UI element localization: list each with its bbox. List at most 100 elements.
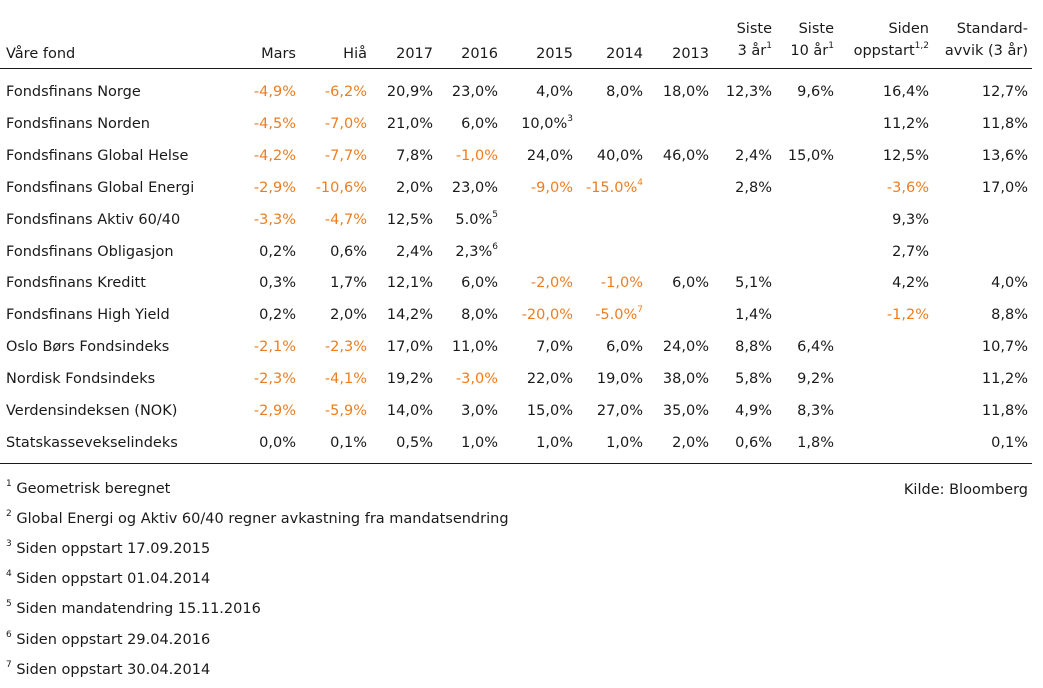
cell-s3: 1,4%: [735, 307, 772, 323]
cell-y2015: -20,0%: [521, 307, 573, 323]
cell-y2015: 7,0%: [536, 339, 573, 355]
footnote-marker: 5: [492, 210, 498, 221]
cell-hia: -5,9%: [324, 403, 367, 419]
fund-name: Oslo Børs Fondsindeks: [6, 339, 170, 355]
cell-y2016: 23,0%: [451, 84, 498, 100]
cell-s3: 2,8%: [735, 180, 772, 196]
cell-y2014: 27,0%: [596, 403, 643, 419]
cell-s10: 15,0%: [787, 148, 834, 164]
fund-name: Nordisk Fondsindeks: [6, 371, 156, 387]
cell-mars: -2,9%: [253, 180, 296, 196]
header-siden-line1: Siden: [888, 21, 929, 37]
cell-hia: -6,2%: [324, 84, 367, 100]
cell-hia: -10,6%: [315, 180, 367, 196]
cell-s10: 9,2%: [797, 371, 834, 387]
table-bottom-rule: [0, 463, 1032, 464]
cell-s10: 8,3%: [797, 403, 834, 419]
cell-y2014: 40,0%: [596, 148, 643, 164]
footnote: 4 Siden oppstart 01.04.2014: [6, 569, 211, 587]
cell-y2016: 6,0%: [461, 116, 498, 132]
cell-std: 10,7%: [981, 339, 1028, 355]
cell-mars: -4,2%: [253, 148, 296, 164]
header-std-line2: avvik (3 år): [944, 43, 1028, 59]
header-2017: 2017: [396, 46, 433, 62]
cell-y2014: -1,0%: [600, 275, 643, 291]
cell-hia: 0,6%: [330, 244, 367, 260]
cell-y2017: 2,4%: [396, 244, 433, 260]
cell-y2015: 1,0%: [536, 435, 573, 451]
fund-name: Fondsfinans High Yield: [6, 307, 170, 323]
cell-std: 11,8%: [981, 116, 1028, 132]
cell-hia: 0,1%: [330, 435, 367, 451]
cell-mars: -3,3%: [253, 212, 296, 228]
cell-y2017: 14,2%: [386, 307, 433, 323]
cell-siden: 11,2%: [882, 116, 929, 132]
cell-y2014: 19,0%: [596, 371, 643, 387]
header-2014: 2014: [606, 46, 643, 62]
cell-y2016: -3,0%: [455, 371, 498, 387]
cell-mars: -4,5%: [253, 116, 296, 132]
cell-y2017: 7,8%: [396, 148, 433, 164]
cell-y2014: 6,0%: [606, 339, 643, 355]
cell-y2015: 10,0%3: [521, 114, 573, 132]
fund-name: Fondsfinans Global Energi: [6, 180, 195, 196]
fund-name: Fondsfinans Norge: [6, 84, 141, 100]
fund-name: Fondsfinans Norden: [6, 116, 150, 132]
cell-y2016: 11,0%: [451, 339, 498, 355]
header-rule: [0, 68, 1032, 69]
cell-mars: 0,2%: [259, 307, 296, 323]
cell-y2015: -2,0%: [530, 275, 573, 291]
header-2015: 2015: [536, 46, 573, 62]
cell-y2015: -9,0%: [530, 180, 573, 196]
cell-hia: -4,7%: [324, 212, 367, 228]
fund-name: Statskassevekselindeks: [6, 435, 178, 451]
cell-y2016: 2,3%6: [455, 242, 498, 260]
cell-mars: -2,1%: [253, 339, 296, 355]
cell-y2017: 17,0%: [386, 339, 433, 355]
cell-mars: -2,3%: [253, 371, 296, 387]
cell-y2016: 6,0%: [461, 275, 498, 291]
footnote-marker: 3: [567, 114, 573, 125]
cell-mars: -2,9%: [253, 403, 296, 419]
footnote-marker: 4: [637, 178, 643, 189]
cell-y2015: 22,0%: [526, 371, 573, 387]
source-label: Kilde: Bloomberg: [903, 482, 1028, 498]
cell-std: 0,1%: [991, 435, 1028, 451]
cell-y2014: -5.0%7: [595, 305, 643, 323]
footnote: 6 Siden oppstart 29.04.2016: [6, 630, 211, 648]
header-siste3-line2: 3 år1: [737, 41, 772, 59]
cell-std: 4,0%: [991, 275, 1028, 291]
fund-name: Fondsfinans Kreditt: [6, 275, 146, 291]
cell-y2016: -1,0%: [455, 148, 498, 164]
cell-std: 13,6%: [981, 148, 1028, 164]
header-siste10-line1: Siste: [798, 21, 834, 37]
cell-y2013: 2,0%: [672, 435, 709, 451]
cell-y2016: 1,0%: [461, 435, 498, 451]
cell-y2015: 15,0%: [526, 403, 573, 419]
header-siden-line2: oppstart1,2: [853, 41, 929, 59]
cell-hia: -7,0%: [324, 116, 367, 132]
cell-hia: 2,0%: [330, 307, 367, 323]
cell-s10: 9,6%: [797, 84, 834, 100]
cell-y2015: 24,0%: [526, 148, 573, 164]
cell-y2013: 38,0%: [662, 371, 709, 387]
cell-s3: 2,4%: [735, 148, 772, 164]
cell-siden: 4,2%: [892, 275, 929, 291]
footnote: 1 Geometrisk beregnet: [6, 479, 171, 497]
cell-hia: -7,7%: [324, 148, 367, 164]
cell-y2017: 14,0%: [386, 403, 433, 419]
cell-y2017: 12,1%: [386, 275, 433, 291]
cell-s3: 4,9%: [735, 403, 772, 419]
cell-s10: 1,8%: [797, 435, 834, 451]
cell-std: 11,8%: [981, 403, 1028, 419]
header-hia: Hiå: [343, 46, 367, 62]
cell-y2016: 3,0%: [461, 403, 498, 419]
cell-s3: 5,8%: [735, 371, 772, 387]
footnote-marker: 6: [492, 242, 498, 253]
cell-y2014: -15.0%4: [585, 178, 643, 196]
cell-siden: 16,4%: [882, 84, 929, 100]
fund-name: Fondsfinans Obligasjon: [6, 244, 174, 260]
footnote-marker: 7: [637, 305, 643, 316]
cell-y2016: 23,0%: [451, 180, 498, 196]
cell-s3: 12,3%: [725, 84, 772, 100]
